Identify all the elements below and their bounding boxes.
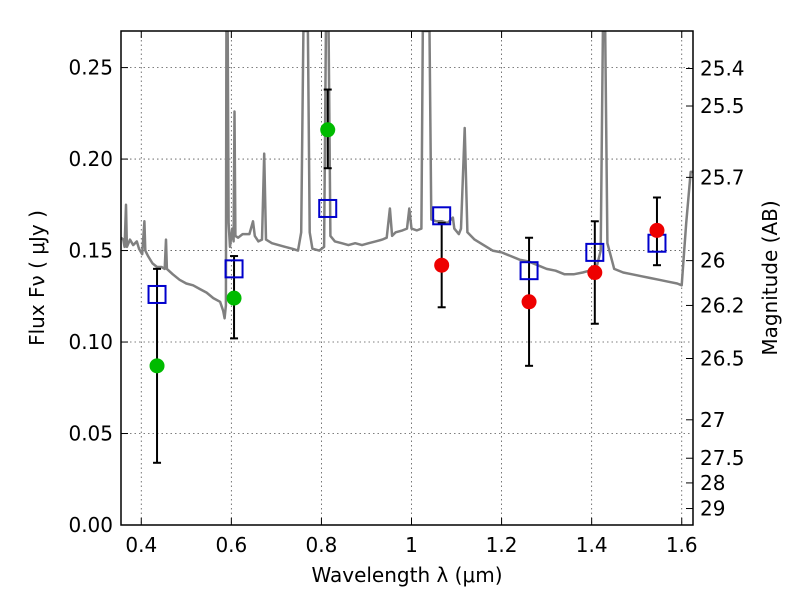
right-tick-label: 26.2	[700, 293, 745, 317]
observed-flux-point	[521, 294, 537, 310]
right-tick-label: 25.5	[700, 94, 745, 118]
x-tick-label: 0.8	[306, 533, 338, 557]
observed-flux-point	[226, 290, 242, 306]
model-spectrum-layer	[121, 31, 693, 320]
model-square-point	[318, 198, 338, 218]
right-tick-label: 29	[700, 497, 725, 521]
y-tick-label: 0.25	[68, 56, 113, 80]
x-tick-label: 0.4	[125, 533, 157, 557]
y-tick-label: 0.00	[68, 513, 113, 537]
right-tick-label: 28	[700, 471, 725, 495]
observed-flux-point	[149, 358, 165, 374]
model-square-point	[224, 259, 244, 279]
model-square-point	[147, 284, 167, 304]
model-square-point	[432, 206, 452, 226]
y-tick-label: 0.20	[68, 147, 113, 171]
observed-flux-point	[434, 257, 450, 273]
x-tick-label: 1.2	[486, 533, 518, 557]
observed-flux-point	[320, 122, 336, 138]
right-tick-label: 27	[700, 408, 725, 432]
x-tick-label: 0.6	[215, 533, 247, 557]
tick-labels: 0.4 0.6 0.8 1 1.2 1.4 1.6 0.00 0.05 0.10 0.15 0.20 0…	[68, 56, 744, 557]
observed-flux-point	[587, 265, 603, 281]
plot-frame	[120, 30, 694, 526]
model-spectrum-line	[121, 31, 693, 320]
y-tick-label: 0.15	[68, 239, 113, 263]
right-tick-label: 26.5	[700, 347, 745, 371]
model-squares-layer	[147, 198, 667, 304]
right-axis-label: Magnitude (AB)	[758, 200, 782, 355]
x-tick-label: 1.6	[666, 533, 698, 557]
model-square-point	[519, 261, 539, 281]
right-tick-label: 27.5	[700, 446, 745, 470]
x-tick-label: 1	[405, 533, 418, 557]
plot-area	[121, 31, 693, 464]
y-tick-label: 0.10	[68, 330, 113, 354]
model-square-point	[585, 242, 605, 262]
y-axis-label: Flux Fν ( μJy )	[25, 210, 49, 346]
right-tick-label: 25.7	[700, 165, 745, 189]
observed-points-layer	[149, 122, 665, 374]
x-tick-label: 1.4	[576, 533, 608, 557]
x-axis-label: Wavelength λ (μm)	[311, 563, 502, 587]
axis-ticks	[121, 31, 693, 526]
observed-flux-point	[649, 222, 665, 238]
y-tick-label: 0.05	[68, 422, 113, 446]
right-tick-label: 26	[700, 249, 725, 273]
right-tick-label: 25.4	[700, 57, 745, 81]
